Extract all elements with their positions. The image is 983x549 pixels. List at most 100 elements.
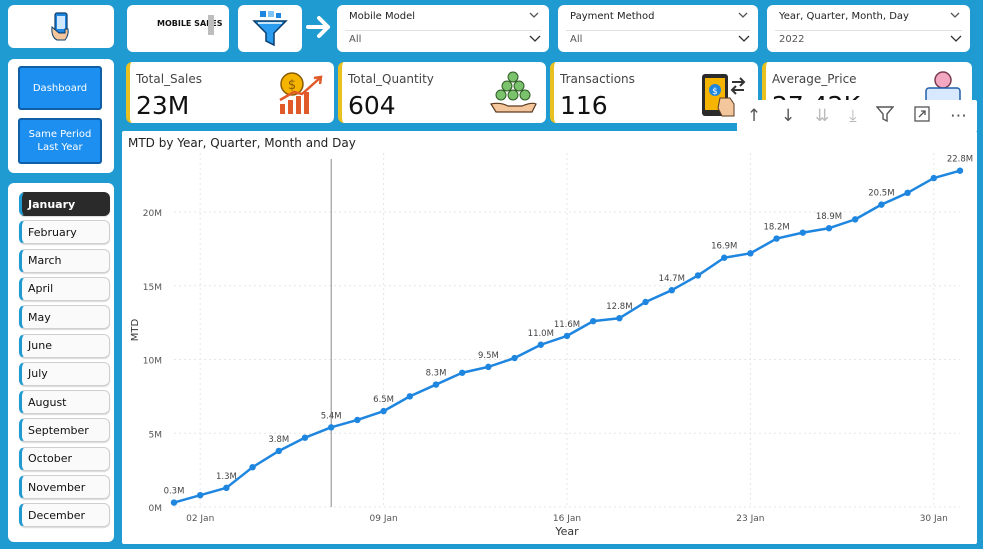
data-point <box>511 354 518 362</box>
data-label: 18.2M <box>763 223 789 233</box>
data-point <box>930 174 937 182</box>
scroll-indicator <box>208 15 214 35</box>
kpi-label: Transactions <box>560 72 635 86</box>
more-options-icon[interactable]: ⋯ <box>950 106 968 126</box>
filter-panel-button[interactable] <box>238 5 302 52</box>
data-label: 14.7M <box>659 274 685 284</box>
data-point <box>406 393 413 400</box>
data-point <box>537 341 544 348</box>
slicer-date-hierarchy[interactable]: Year, Quarter, Month, Day 2022 <box>767 5 970 52</box>
x-tick-label: 16 Jan <box>553 514 581 524</box>
month-button-may[interactable]: May <box>19 305 110 330</box>
month-button-june[interactable]: June <box>19 333 110 358</box>
month-button-december[interactable]: December <box>19 503 110 528</box>
chart-canvas: 0M 5M 10M 15M 20M 02 Jan 09 Jan 16 Jan 23 Jan 30 … <box>130 153 973 538</box>
chevron-down-icon[interactable] <box>950 11 960 19</box>
data-point <box>249 463 256 471</box>
data-point <box>694 272 702 279</box>
data-label: 22.8M <box>947 155 973 165</box>
data-label: 20.5M <box>868 189 894 199</box>
data-label: 18.9M <box>816 212 842 222</box>
data-point <box>223 484 230 492</box>
drill-down-icon[interactable]: ↓ <box>780 106 796 126</box>
filter-icon[interactable] <box>875 105 895 127</box>
data-point <box>904 189 911 197</box>
month-button-february[interactable]: February <box>19 220 110 245</box>
data-point <box>563 332 571 340</box>
x-tick-label: 09 Jan <box>370 514 398 524</box>
data-point <box>354 416 361 424</box>
data-point <box>825 225 833 232</box>
chevron-down-icon[interactable] <box>529 11 539 19</box>
phone-payment-icon: $ <box>702 74 746 117</box>
slicer-payment-method[interactable]: Payment Method All <box>558 5 758 52</box>
data-point <box>852 216 859 223</box>
data-point <box>799 229 806 236</box>
month-button-august[interactable]: August <box>19 390 110 415</box>
month-button-october[interactable]: October <box>19 446 110 471</box>
nav-panel: Dashboard Same Period Last Year <box>8 59 114 173</box>
y-tick-label: 10M <box>143 357 162 367</box>
month-button-september[interactable]: September <box>19 418 110 443</box>
coins-hand-icon <box>490 71 537 113</box>
focus-mode-icon[interactable] <box>914 105 930 127</box>
chart-title: MTD by Year, Quarter, Month and Day <box>128 136 356 150</box>
data-point <box>459 369 466 376</box>
chevron-down-icon[interactable] <box>738 11 748 19</box>
kpi-label: Total_Quantity <box>348 72 434 86</box>
data-label: 0.3M <box>164 487 185 497</box>
kpi-label: Total_Sales <box>136 72 202 86</box>
data-point <box>747 250 754 257</box>
svg-text:$: $ <box>288 78 296 93</box>
slicer-label: Payment Method <box>570 11 655 22</box>
data-label: 1.3M <box>216 472 237 482</box>
data-point <box>590 317 597 325</box>
data-point <box>485 363 492 371</box>
data-point <box>301 434 309 441</box>
drill-up-icon[interactable]: ↑ <box>746 106 762 126</box>
data-point <box>721 254 728 261</box>
data-point <box>616 315 623 322</box>
app-logo <box>8 5 114 48</box>
data-point <box>878 201 885 208</box>
app-title-card: MOBILE SALES <box>127 5 229 52</box>
slicer-mobile-model[interactable]: Mobile Model All <box>337 5 549 52</box>
slicer-label: Year, Quarter, Month, Day <box>779 11 909 22</box>
expand-level-icon[interactable]: ⤓ <box>849 106 857 126</box>
kpi-value: 604 <box>348 91 396 120</box>
data-point <box>380 407 387 415</box>
kpi-total-sales: Total_Sales 23M $ <box>126 62 334 123</box>
slicer-value[interactable]: All <box>349 34 362 45</box>
visual-toolbar: ↑ ↓ ⇊ ⤓ ⋯ <box>737 100 977 132</box>
funnel-icon <box>252 10 288 46</box>
data-label: 9.5M <box>478 351 499 361</box>
month-slicer: January February March April May June July Augu… <box>8 183 114 542</box>
chevron-down-icon[interactable] <box>738 35 750 43</box>
y-tick-label: 0M <box>149 504 163 514</box>
y-tick-label: 15M <box>143 283 162 293</box>
month-button-july[interactable]: July <box>19 361 110 386</box>
expand-all-icon[interactable]: ⇊ <box>815 106 830 126</box>
kpi-total-quantity: Total_Quantity 604 <box>338 62 546 123</box>
data-label: 12.8M <box>606 302 632 312</box>
slicer-value[interactable]: 2022 <box>779 34 805 45</box>
data-label: 6.5M <box>373 395 394 405</box>
month-button-april[interactable]: April <box>19 276 110 301</box>
svg-text:$: $ <box>712 87 718 97</box>
slicer-label: Mobile Model <box>349 11 416 22</box>
same-period-last-year-button[interactable]: Same Period Last Year <box>18 118 102 164</box>
chevron-down-icon[interactable] <box>529 35 541 43</box>
data-label: 3.8M <box>268 435 289 445</box>
month-button-november[interactable]: November <box>19 475 110 499</box>
data-label: 16.9M <box>711 242 737 252</box>
month-button-january[interactable]: January <box>19 192 110 216</box>
coin-growth-icon: $ <box>279 72 323 114</box>
kpi-value: 23M <box>136 91 190 120</box>
slicer-value[interactable]: All <box>570 34 583 45</box>
dashboard-button[interactable]: Dashboard <box>18 66 102 110</box>
data-label: 8.3M <box>426 369 447 379</box>
arrow-right-icon <box>306 16 330 38</box>
month-button-march[interactable]: March <box>19 248 110 273</box>
chevron-down-icon[interactable] <box>950 35 962 43</box>
kpi-value: 116 <box>560 91 608 120</box>
